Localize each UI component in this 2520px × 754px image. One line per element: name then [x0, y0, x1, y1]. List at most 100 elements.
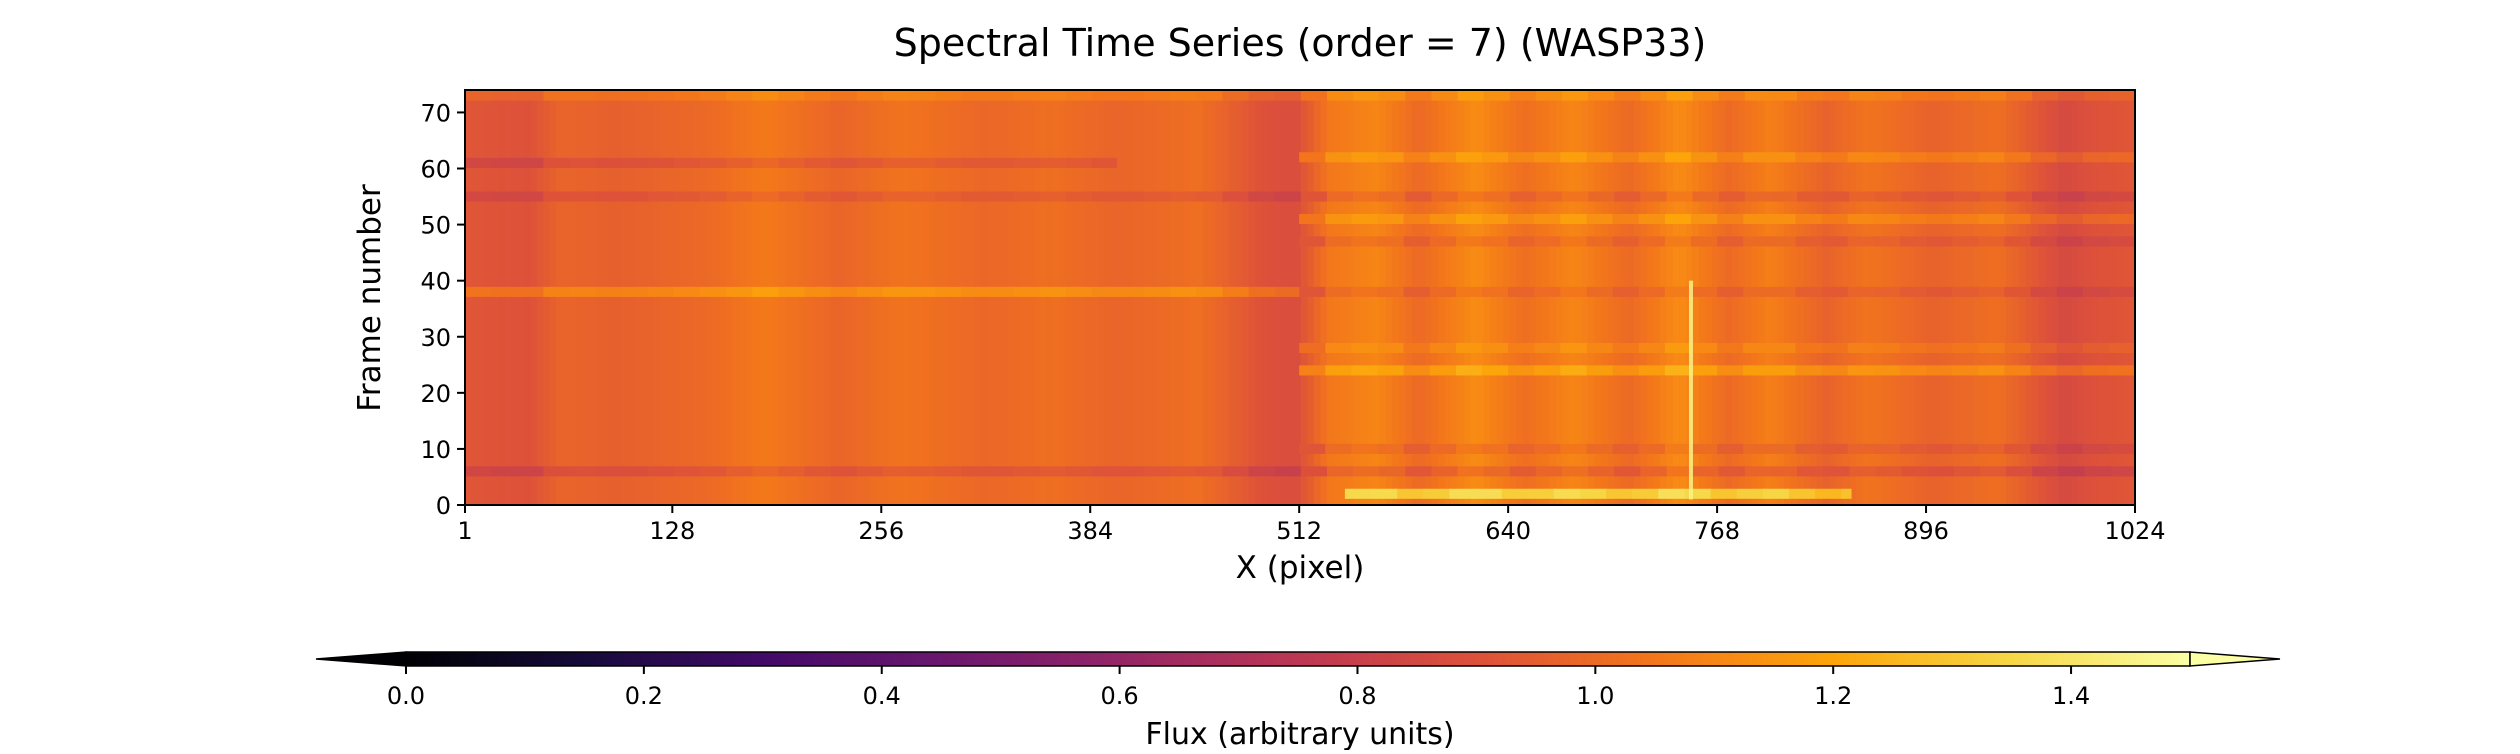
heatmap-row-band: [543, 157, 571, 168]
heatmap-row-band: [1535, 466, 1563, 477]
heatmap-row-band: [1769, 286, 1797, 297]
heatmap-row-band: [1586, 286, 1614, 297]
heatmap-row-band: [1351, 236, 1379, 247]
colorbar-bar: [405, 651, 2191, 667]
heatmap-row-band: [726, 466, 753, 477]
heatmap-row-band: [935, 286, 962, 297]
heatmap-row-band: [1508, 236, 1535, 247]
heatmap-row-band: [1664, 342, 1692, 354]
heatmap-column: [1731, 90, 1739, 505]
heatmap-row-band: [2084, 466, 2112, 477]
heatmap-row-band: [1534, 236, 1561, 247]
heatmap-row-band: [1873, 213, 1901, 225]
heatmap-column: [1718, 90, 1726, 505]
heatmap-column: [1953, 90, 1961, 505]
heatmap-row-band: [1482, 443, 1509, 454]
heatmap-column: [752, 90, 760, 505]
heatmap-row-band: [882, 286, 910, 297]
heatmap-row-band: [1482, 236, 1509, 247]
heatmap-row-band: [882, 157, 910, 168]
heatmap-column: [536, 90, 544, 505]
colorbar-tick-label: 1.2: [1814, 682, 1852, 710]
heatmap-row-band: [491, 191, 518, 202]
heatmap-column: [1222, 90, 1230, 505]
heatmap-column: [2012, 90, 2020, 505]
heatmap-row-band: [2004, 152, 2032, 163]
heatmap-row-band: [1875, 191, 1903, 202]
heatmap-column: [1313, 90, 1322, 505]
colorbar-extend-low: [315, 651, 407, 667]
heatmap-row-band: [1586, 342, 1614, 354]
heatmap-row-band: [1821, 365, 1849, 376]
heatmap-column: [2025, 90, 2033, 505]
heatmap-row-band: [1664, 365, 1692, 376]
y-tick-label: 50: [420, 212, 451, 240]
heatmap-row-band: [1560, 213, 1588, 225]
heatmap-row-band: [1351, 152, 1379, 163]
heatmap-row-band: [700, 157, 727, 168]
heatmap-column: [2071, 90, 2079, 505]
heatmap-row-band: [1351, 342, 1379, 354]
heatmap-row-band: [1586, 365, 1614, 376]
heatmap-row-band: [804, 157, 832, 168]
heatmap-column: [478, 90, 486, 505]
heatmap-column: [922, 90, 930, 505]
heatmap-row-band: [961, 90, 988, 101]
heatmap-column: [889, 90, 897, 505]
heatmap-row-band: [726, 191, 753, 202]
heatmap-row-band: [1248, 466, 1276, 477]
heatmap-row-band: [1325, 213, 1353, 225]
heatmap-column: [660, 90, 669, 505]
heatmap-row-band: [1717, 342, 1744, 354]
heatmap-column: [1170, 90, 1178, 505]
heatmap-column: [1816, 90, 1824, 505]
y-axis-label: Frame number: [352, 184, 388, 412]
heatmap-column: [2097, 90, 2105, 505]
heatmap-column: [523, 90, 531, 505]
heatmap-column: [1607, 90, 1615, 505]
heatmap-row-band: [1875, 466, 1903, 477]
heatmap-row-band: [961, 286, 988, 297]
heatmap-row-band: [1873, 152, 1901, 163]
heatmap-column: [817, 90, 825, 505]
heatmap-row-band: [1666, 90, 1694, 101]
heatmap-row-band: [778, 286, 806, 297]
heatmap-row-band: [1457, 90, 1485, 101]
heatmap-column: [562, 90, 571, 505]
heatmap-column: [569, 90, 577, 505]
heatmap-row-band: [1901, 466, 1929, 477]
heatmap-row-band: [856, 157, 884, 168]
heatmap-row-band: [1821, 443, 1849, 454]
heatmap-row-band: [1377, 342, 1405, 354]
heatmap-row-band: [1718, 90, 1746, 101]
heatmap-row-band: [987, 466, 1015, 477]
heatmap-row-band: [1065, 286, 1093, 297]
heatmap-column: [1555, 90, 1563, 505]
heatmap-column: [1144, 90, 1152, 505]
heatmap-row-band: [961, 191, 988, 202]
heatmap-row-band: [1196, 466, 1224, 477]
heatmap-row-band: [1429, 365, 1457, 376]
heatmap-row-band: [1899, 236, 1927, 247]
heatmap-row-band: [1690, 236, 1718, 247]
heatmap-column: [1496, 90, 1504, 505]
heatmap-row-band: [1736, 488, 1764, 499]
heatmap-row-band: [1795, 443, 1823, 454]
heatmap-row-band: [935, 466, 962, 477]
heatmap-row-band: [1560, 443, 1588, 454]
x-tick-label: 512: [1276, 517, 1322, 545]
heatmap-row-band: [2082, 342, 2110, 354]
heatmap-row-band: [1065, 157, 1093, 168]
heatmap-row-band: [856, 90, 884, 101]
heatmap-row-band: [1612, 342, 1640, 354]
heatmap-column: [2090, 90, 2099, 505]
heatmap-row-band: [1377, 152, 1405, 163]
heatmap-row-band: [1013, 157, 1041, 168]
heatmap-column: [2032, 90, 2040, 505]
heatmap-column: [608, 90, 616, 505]
heatmap-row-band: [1482, 342, 1509, 354]
heatmap-column: [1725, 90, 1733, 505]
heatmap-row-band: [1325, 342, 1353, 354]
heatmap-column: [1757, 90, 1766, 505]
heatmap-row-band: [1299, 365, 1326, 376]
